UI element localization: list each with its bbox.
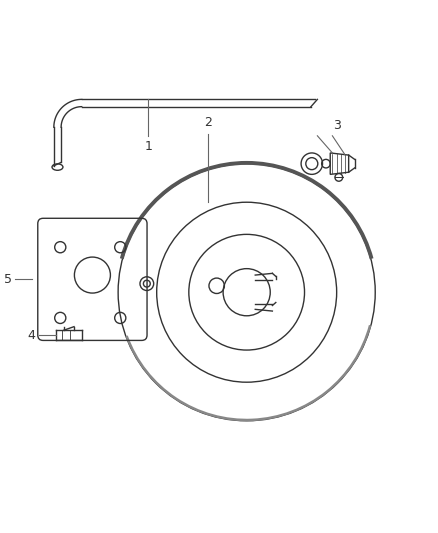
Text: 5: 5 [4, 273, 12, 286]
Text: 3: 3 [333, 118, 341, 132]
Text: 1: 1 [144, 140, 152, 153]
Text: 2: 2 [204, 116, 212, 130]
Text: 4: 4 [28, 328, 35, 342]
